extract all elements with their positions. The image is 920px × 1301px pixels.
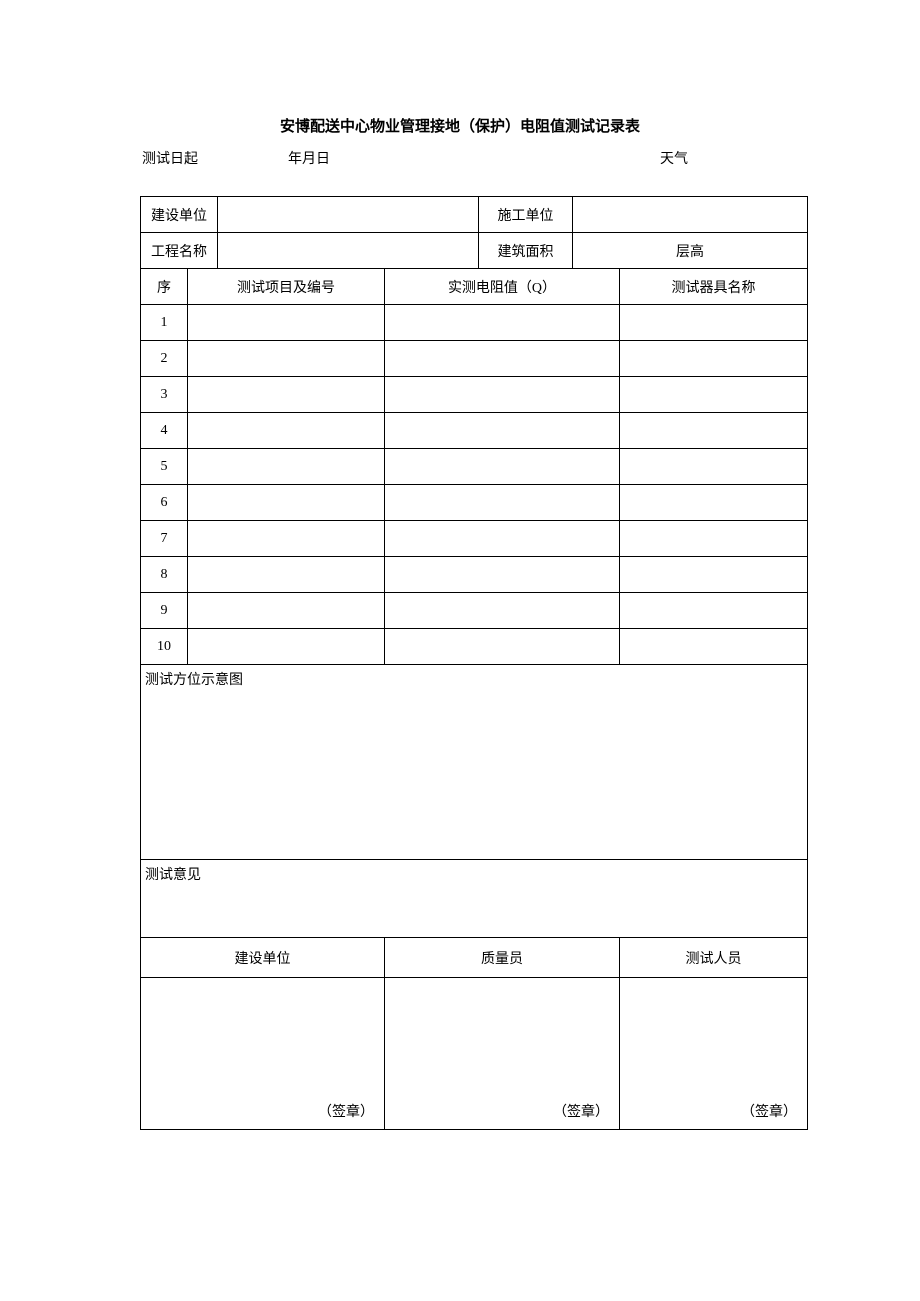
opinion-row: 测试意见 <box>141 860 808 938</box>
cell-item <box>188 557 385 593</box>
floor-height-label: 层高 <box>573 233 808 269</box>
cell-resistance <box>385 485 620 521</box>
cell-instrument <box>620 521 808 557</box>
cell-resistance <box>385 305 620 341</box>
cell-instrument <box>620 413 808 449</box>
building-area-label: 建筑面积 <box>479 233 573 269</box>
header-resistance: 实测电阻值（Q） <box>385 269 620 305</box>
cell-seq: 8 <box>141 557 188 593</box>
cell-instrument <box>620 557 808 593</box>
weather-label: 天气 <box>660 148 688 168</box>
cell-seq: 1 <box>141 305 188 341</box>
cell-resistance <box>385 521 620 557</box>
cell-seq: 7 <box>141 521 188 557</box>
diagram-label: 测试方位示意图 <box>141 665 808 860</box>
cell-resistance <box>385 377 620 413</box>
cell-seq: 3 <box>141 377 188 413</box>
cell-item <box>188 377 385 413</box>
test-date-label: 测试日起 <box>142 148 198 168</box>
cell-item <box>188 341 385 377</box>
meta-row: 测试日起 年月日 天气 <box>140 148 780 168</box>
cell-instrument <box>620 629 808 665</box>
document-title: 安博配送中心物业管理接地（保护）电阻值测试记录表 <box>140 115 780 136</box>
sig-box-quality: （签章） <box>385 978 620 1130</box>
cell-seq: 4 <box>141 413 188 449</box>
sig-box-tester: （签章） <box>620 978 808 1130</box>
cell-instrument <box>620 449 808 485</box>
test-date-value: 年月日 <box>288 148 330 168</box>
cell-instrument <box>620 593 808 629</box>
contractor-value <box>573 197 808 233</box>
cell-resistance <box>385 629 620 665</box>
cell-seq: 9 <box>141 593 188 629</box>
cell-resistance <box>385 449 620 485</box>
signature-header-row: 建设单位 质量员 测试人员 <box>141 938 808 978</box>
contractor-label: 施工单位 <box>479 197 573 233</box>
cell-instrument <box>620 485 808 521</box>
table-row: 1 <box>141 305 808 341</box>
record-table: 建设单位 施工单位 工程名称 建筑面积 层高 序 测试项目及编号 实测电阻值（Q… <box>140 196 808 1130</box>
cell-resistance <box>385 413 620 449</box>
opinion-label: 测试意见 <box>141 860 808 938</box>
sig-tester-label: 测试人员 <box>620 938 808 978</box>
cell-item <box>188 485 385 521</box>
sig-box-construction: （签章） <box>141 978 385 1130</box>
column-headers: 序 测试项目及编号 实测电阻值（Q） 测试器具名称 <box>141 269 808 305</box>
diagram-row: 测试方位示意图 <box>141 665 808 860</box>
signature-box-row: （签章） （签章） （签章） <box>141 978 808 1130</box>
cell-instrument <box>620 305 808 341</box>
cell-resistance <box>385 341 620 377</box>
table-row: 5 <box>141 449 808 485</box>
cell-item <box>188 521 385 557</box>
table-row: 6 <box>141 485 808 521</box>
table-row: 4 <box>141 413 808 449</box>
info-row-1: 建设单位 施工单位 <box>141 197 808 233</box>
sig-construction-unit-label: 建设单位 <box>141 938 385 978</box>
table-row: 8 <box>141 557 808 593</box>
table-row: 10 <box>141 629 808 665</box>
table-row: 7 <box>141 521 808 557</box>
header-instrument: 测试器具名称 <box>620 269 808 305</box>
project-name-label: 工程名称 <box>141 233 218 269</box>
project-name-value <box>218 233 479 269</box>
construction-unit-value <box>218 197 479 233</box>
table-row: 9 <box>141 593 808 629</box>
cell-item <box>188 629 385 665</box>
header-seq: 序 <box>141 269 188 305</box>
cell-seq: 6 <box>141 485 188 521</box>
cell-item <box>188 449 385 485</box>
cell-item <box>188 305 385 341</box>
cell-instrument <box>620 341 808 377</box>
cell-item <box>188 593 385 629</box>
cell-resistance <box>385 557 620 593</box>
cell-instrument <box>620 377 808 413</box>
header-item: 测试项目及编号 <box>188 269 385 305</box>
cell-seq: 5 <box>141 449 188 485</box>
table-row: 2 <box>141 341 808 377</box>
cell-seq: 10 <box>141 629 188 665</box>
cell-item <box>188 413 385 449</box>
info-row-2: 工程名称 建筑面积 层高 <box>141 233 808 269</box>
construction-unit-label: 建设单位 <box>141 197 218 233</box>
cell-seq: 2 <box>141 341 188 377</box>
cell-resistance <box>385 593 620 629</box>
table-row: 3 <box>141 377 808 413</box>
sig-quality-inspector-label: 质量员 <box>385 938 620 978</box>
